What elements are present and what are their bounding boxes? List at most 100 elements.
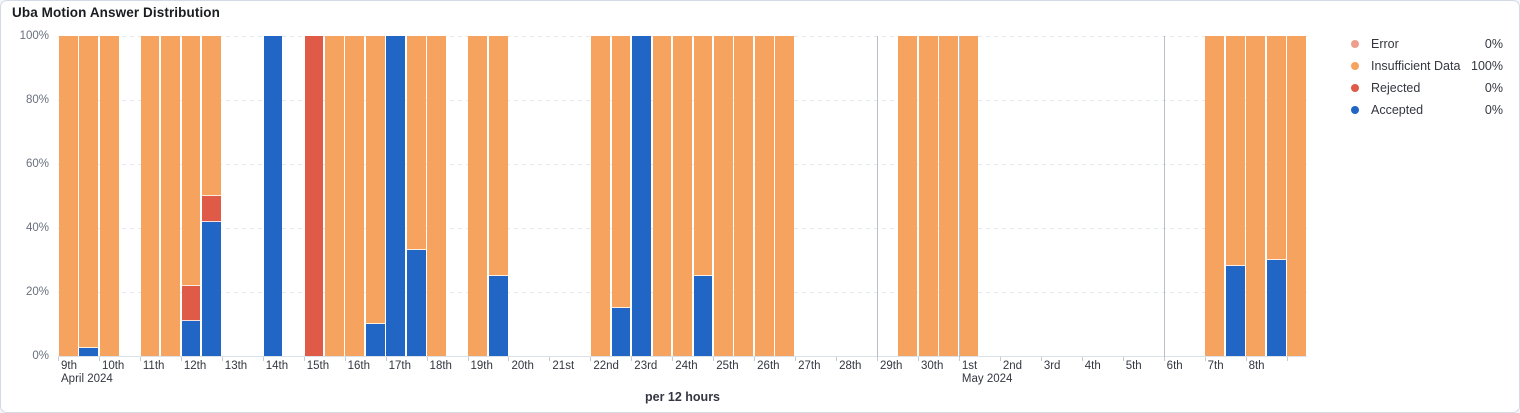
bar-segment-insufficient — [754, 36, 774, 356]
vertical-guide-line — [877, 36, 879, 360]
x-tick-label: 20th — [511, 360, 534, 372]
bar[interactable] — [1266, 36, 1286, 356]
x-tick — [795, 357, 797, 361]
bar[interactable] — [427, 36, 447, 356]
bar[interactable] — [591, 36, 610, 356]
legend-item-accepted[interactable]: Accepted 0% — [1351, 99, 1503, 121]
bar[interactable] — [652, 36, 672, 356]
legend-item-insufficient-data[interactable]: Insufficient Data 100% — [1351, 55, 1503, 77]
bar-segment-insufficient — [79, 36, 99, 348]
bar[interactable] — [99, 36, 119, 356]
bar[interactable] — [673, 36, 692, 356]
bar[interactable] — [181, 36, 201, 356]
x-tick-label: 13th — [224, 360, 248, 372]
x-tick-label: 6th — [1166, 360, 1183, 372]
x-tick — [917, 357, 919, 361]
bar[interactable] — [754, 36, 774, 356]
bar[interactable] — [263, 36, 283, 356]
x-tick — [1081, 357, 1083, 361]
x-tick-label: 25th — [716, 360, 739, 372]
x-tick — [98, 357, 100, 361]
vertical-guide-line — [958, 36, 960, 360]
bar[interactable] — [939, 36, 958, 356]
bar-segment-rejected — [304, 36, 324, 356]
y-tick-label: 60% — [25, 158, 49, 170]
bar-segment-insufficient — [898, 36, 918, 356]
legend-value: 0% — [1484, 37, 1503, 51]
x-tick — [467, 357, 469, 361]
bar-segment-insufficient — [1246, 36, 1266, 356]
bar-segment-accepted — [611, 308, 631, 356]
x-tick — [713, 357, 715, 361]
bar[interactable] — [161, 36, 180, 356]
bar[interactable] — [304, 36, 324, 356]
month-label: May 2024 — [961, 373, 1013, 385]
x-tick — [958, 357, 960, 361]
bar[interactable] — [632, 36, 651, 356]
bar[interactable] — [693, 36, 713, 356]
bar[interactable] — [324, 36, 344, 356]
bar[interactable] — [734, 36, 754, 356]
bar[interactable] — [386, 36, 406, 356]
bar-segment-insufficient — [734, 36, 754, 356]
bar[interactable] — [365, 36, 385, 356]
bar[interactable] — [611, 36, 631, 356]
bar[interactable] — [202, 36, 221, 356]
bar[interactable] — [714, 36, 733, 356]
bar[interactable] — [1205, 36, 1225, 356]
bar[interactable] — [918, 36, 938, 356]
x-tick — [672, 357, 674, 361]
y-tick-label: 80% — [25, 94, 49, 106]
x-tick-label: 22nd — [593, 360, 619, 372]
legend-label: Insufficient Data — [1371, 59, 1461, 73]
x-tick-label: 14th — [265, 360, 289, 372]
x-tick-label: 9th — [61, 360, 77, 372]
legend-item-error[interactable]: Error 0% — [1351, 33, 1503, 55]
x-tick-label: 4th — [1084, 360, 1101, 372]
bar[interactable] — [898, 36, 918, 356]
x-axis-line — [58, 356, 1307, 357]
bar[interactable] — [79, 36, 99, 356]
bar-segment-insufficient — [693, 36, 713, 276]
legend-value: 0% — [1484, 81, 1503, 95]
bar[interactable] — [959, 36, 979, 356]
x-tick-label: 21st — [552, 360, 575, 372]
bar-segment-accepted — [1225, 266, 1245, 356]
bar[interactable] — [468, 36, 488, 356]
x-tick — [303, 357, 305, 361]
legend-label: Rejected — [1371, 81, 1421, 95]
bar[interactable] — [1287, 36, 1307, 356]
bar-segment-insufficient — [591, 36, 610, 356]
x-tick — [508, 357, 510, 361]
bar[interactable] — [406, 36, 426, 356]
x-tick-label: 3rd — [1043, 360, 1061, 372]
bar-segment-insufficient — [918, 36, 938, 356]
bar[interactable] — [140, 36, 160, 356]
bar[interactable] — [1246, 36, 1266, 356]
x-tick — [221, 357, 223, 361]
bar-segment-insufficient — [365, 36, 385, 324]
x-tick-label: 19th — [470, 360, 493, 372]
bar-segment-accepted — [1266, 260, 1286, 356]
bar-segment-insufficient — [1225, 36, 1245, 267]
x-tick — [999, 357, 1001, 361]
bar-segment-insufficient — [202, 36, 221, 196]
legend-label: Accepted — [1371, 103, 1424, 117]
bar[interactable] — [345, 36, 365, 356]
bar-segment-insufficient — [775, 36, 795, 356]
x-tick-label: 2nd — [1002, 360, 1023, 372]
bar-segment-insufficient — [345, 36, 365, 356]
bar[interactable] — [1225, 36, 1245, 356]
month-label: April 2024 — [61, 373, 113, 385]
x-tick — [631, 357, 633, 361]
bar[interactable] — [775, 36, 795, 356]
bar[interactable] — [488, 36, 508, 356]
legend-item-rejected[interactable]: Rejected 0% — [1351, 77, 1503, 99]
bar[interactable] — [58, 36, 78, 356]
x-tick-label: 26th — [757, 360, 780, 372]
bar-segment-accepted — [406, 250, 426, 356]
bar-segment-insufficient — [1287, 36, 1307, 356]
legend-value: 0% — [1484, 103, 1503, 117]
x-tick-label: 10th — [101, 360, 125, 372]
